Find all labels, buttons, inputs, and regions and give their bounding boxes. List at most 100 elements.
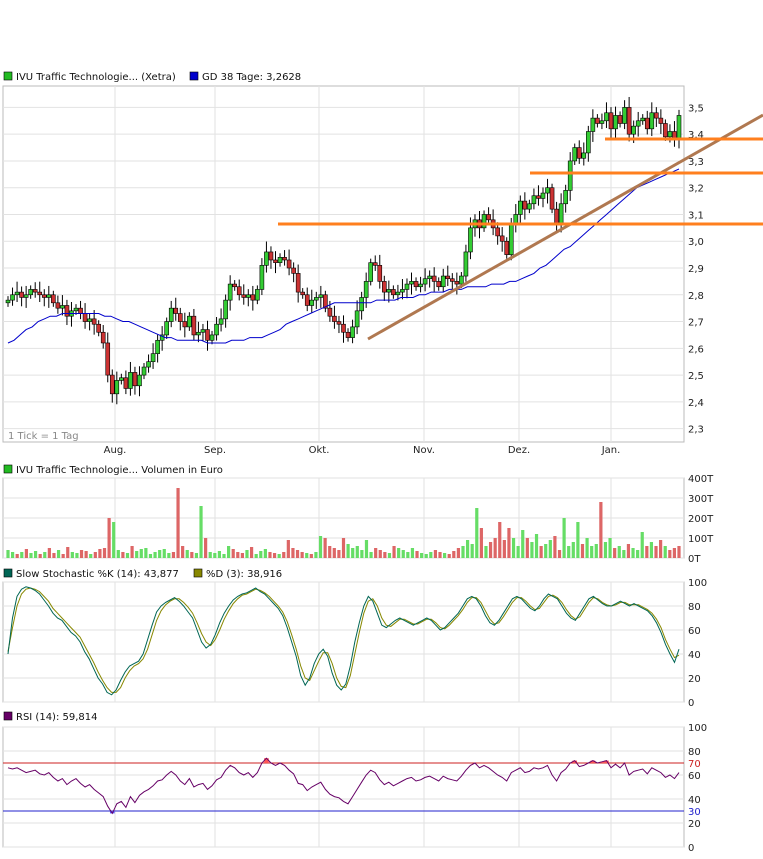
candle-body: [51, 294, 56, 304]
candle-body: [91, 318, 97, 325]
volume-bar: [93, 552, 97, 558]
volume-bar: [341, 538, 346, 558]
candle-body: [586, 131, 591, 154]
price-x-tick: Sep.: [204, 445, 226, 456]
price-y-tick: 3,5: [688, 103, 704, 114]
volume-bar: [231, 549, 235, 558]
rsi-y-tick: 30: [688, 807, 701, 818]
volume-bar: [553, 536, 557, 558]
candle-body: [300, 291, 305, 296]
candle-body: [359, 297, 364, 312]
candle-body: [23, 294, 29, 298]
volume-bar: [171, 552, 176, 558]
volume-bar: [433, 550, 438, 558]
candle-body: [613, 115, 618, 130]
price-y-tick: 2,6: [688, 344, 704, 355]
volume-bar: [645, 546, 649, 558]
price-y-tick: 3,3: [688, 157, 704, 168]
stoch-y-tick: 20: [688, 674, 701, 685]
volume-bar: [208, 552, 212, 558]
candle-body: [440, 275, 446, 288]
price-y-tick: 2,8: [688, 291, 704, 302]
volume-bar: [585, 538, 589, 558]
volume-bar: [185, 550, 189, 558]
candle-body: [350, 326, 355, 338]
rsi-line: [7, 757, 680, 815]
volume-bar: [61, 554, 65, 558]
volume-bar: [38, 554, 42, 558]
volume-bar: [603, 542, 608, 558]
price-y-tick: 2,4: [688, 398, 704, 409]
candle-body: [73, 307, 79, 312]
candle-body: [418, 283, 423, 288]
volume-bar: [488, 542, 493, 558]
volume-bar: [272, 553, 277, 558]
volume-bar: [636, 550, 640, 558]
candle-body: [5, 299, 11, 304]
volume-bar: [530, 542, 534, 558]
volume-bar: [626, 544, 631, 558]
volume-bar: [337, 550, 341, 558]
volume-bar: [438, 552, 442, 558]
volume-y-tick: 200T: [688, 514, 714, 525]
candle-body: [436, 281, 442, 288]
volume-bar: [507, 528, 511, 558]
candle-body: [41, 294, 47, 298]
volume-bar: [148, 554, 153, 558]
price-y-tick: 3,0: [688, 237, 704, 248]
volume-bar: [70, 552, 74, 558]
candle-body: [132, 372, 138, 387]
volume-bar: [355, 546, 359, 558]
volume-bar: [167, 553, 171, 558]
volume-bar: [580, 544, 585, 558]
volume-bar: [447, 554, 451, 558]
volume-bar: [567, 546, 571, 558]
candle-body: [395, 291, 401, 296]
candle-body: [431, 275, 437, 282]
volume-bar: [286, 540, 290, 558]
rsi-panel-frame: [2, 726, 685, 848]
candle-body: [128, 372, 133, 389]
candle-body: [96, 323, 101, 333]
volume-bar: [194, 553, 199, 558]
volume-bar: [314, 552, 318, 558]
candle-body: [409, 281, 414, 285]
candle-body: [567, 160, 573, 191]
stochastic-legend: Slow Stochastic %K (14): 43,877 %D (3): …: [3, 568, 282, 580]
candle-body: [345, 331, 351, 338]
volume-bar: [249, 547, 254, 558]
volume-bar: [677, 546, 681, 558]
stoch-k-label: Slow Stochastic %K (14): 43,877: [16, 569, 179, 580]
volume-bar: [346, 544, 350, 558]
candle-body: [391, 289, 396, 296]
volume-bar: [525, 538, 529, 558]
rsi-overbought-fill: [572, 760, 578, 763]
volume-bar: [79, 550, 84, 558]
rsi-y-tick: 20: [688, 819, 701, 830]
volume-bar: [213, 553, 217, 558]
candle-body: [209, 334, 215, 341]
volume-bar: [364, 540, 369, 558]
volume-bar: [47, 548, 51, 558]
candle-body: [654, 112, 659, 119]
volume-y-tick: 300T: [688, 494, 714, 505]
volume-bar: [640, 532, 644, 558]
stochastic-panel-frame: [2, 581, 685, 703]
price-x-tick: Okt.: [309, 445, 330, 456]
candle-body: [109, 374, 115, 395]
volume-bar: [369, 552, 373, 558]
volume-bar: [374, 548, 378, 558]
sma-legend-label: GD 38 Tage: 3,2628: [202, 72, 301, 83]
volume-bar: [245, 550, 249, 558]
candle-body: [55, 302, 61, 309]
volume-bar: [668, 550, 672, 558]
stoch-k-line: [7, 586, 680, 696]
volume-bar: [420, 553, 424, 558]
rsi-y-tick: 40: [688, 795, 701, 806]
candle-body: [595, 117, 600, 124]
volume-bar: [594, 544, 598, 558]
candle-body: [60, 305, 65, 309]
volume-bar: [259, 551, 263, 558]
candle-body: [572, 147, 578, 162]
